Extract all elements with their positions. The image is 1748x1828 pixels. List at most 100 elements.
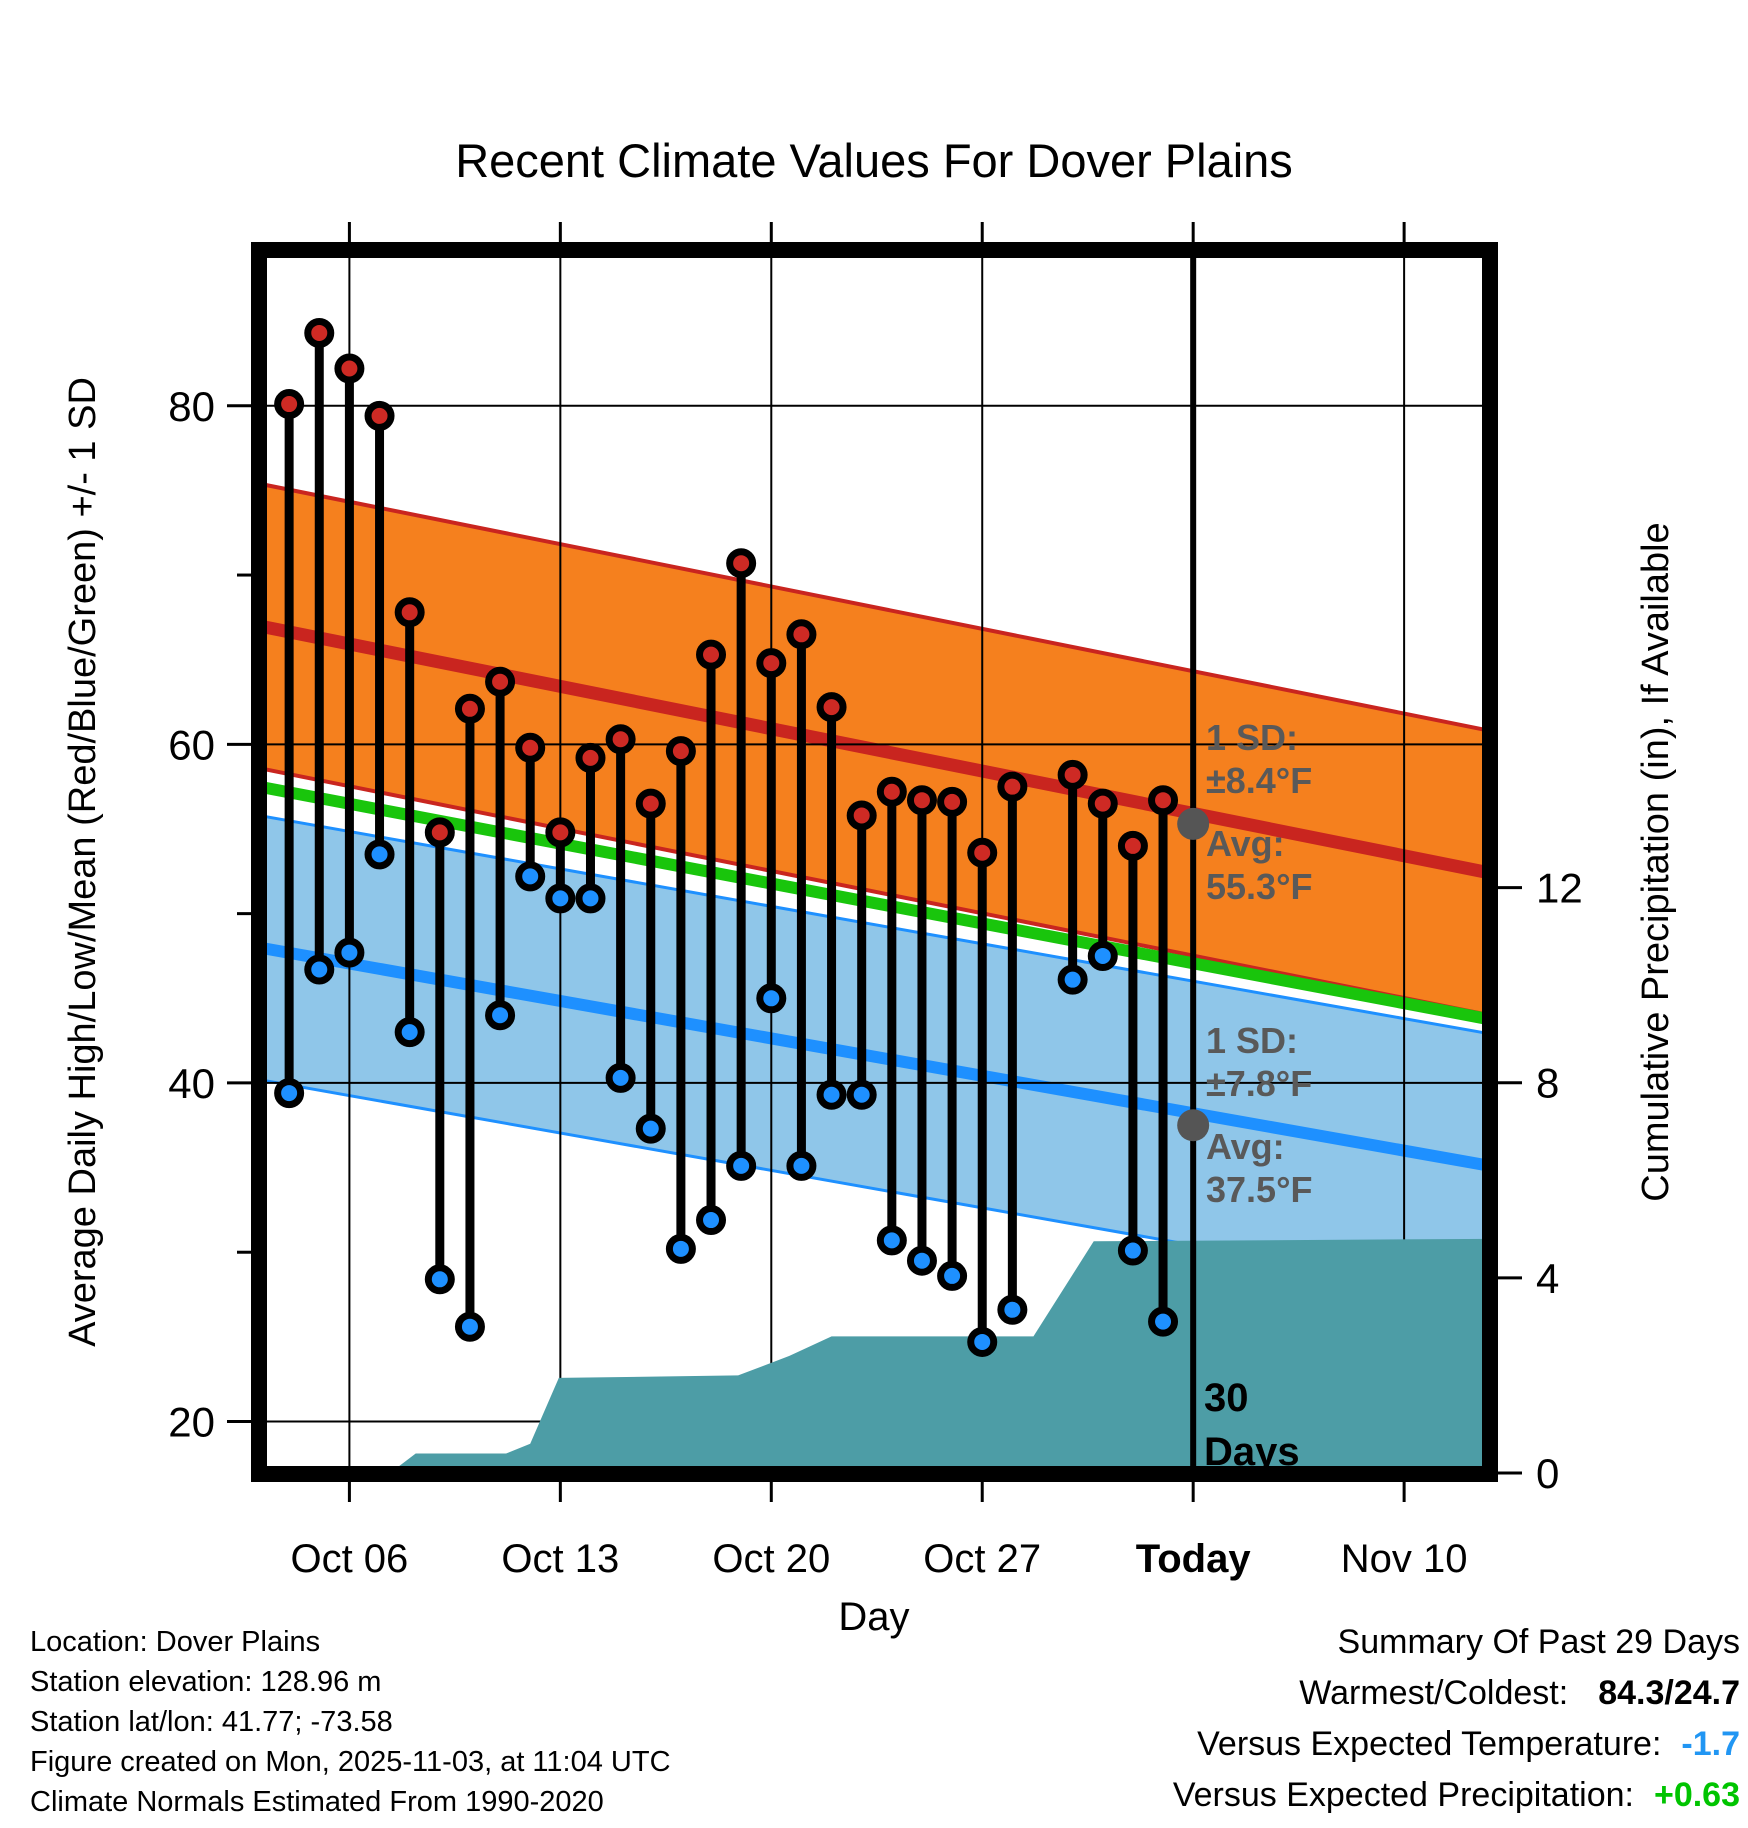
high-dot [846, 800, 877, 831]
daily-stem-oct-22 [816, 692, 847, 1110]
low-dot [696, 1205, 727, 1236]
tick-labels: 20 40 60 80 0 4 8 12 Oct 06 Oct 13 Oct 20 Oct 27 Tod… [168, 383, 1582, 1581]
summary-row-1: Warmest/Coldest: 84.3/24.7 [1173, 1668, 1740, 1719]
low-dot [274, 1078, 305, 1109]
summary-row-value: +0.63 [1653, 1776, 1740, 1814]
low-dot [515, 861, 546, 892]
daily-stem-nov-01 [1117, 830, 1148, 1266]
high-dot [1057, 759, 1088, 790]
high-dot [304, 317, 335, 348]
today-avg-low-dot [1177, 1109, 1210, 1142]
low-dot [424, 1264, 455, 1295]
high-dot [1117, 830, 1148, 861]
low-dot [997, 1294, 1028, 1325]
high-dot [364, 400, 395, 431]
high-band-annotation: 1 SD: ±8.4°F Avg: 55.3°F [1206, 717, 1312, 907]
precip-area [259, 1238, 1490, 1473]
high-band-lower-edge [258, 766, 1491, 1018]
right-tick-label: 12 [1536, 865, 1583, 912]
today-avg-high-dot [1177, 807, 1210, 840]
daily-stem-oct-28 [997, 771, 1028, 1325]
low-avg-label: Avg: [1206, 1126, 1285, 1167]
low-band-upper-edge [258, 813, 1491, 1036]
low-dot [575, 883, 606, 914]
high-average-line [257, 619, 1492, 880]
low-dot [937, 1260, 968, 1291]
low-avg-value: 37.5°F [1206, 1169, 1312, 1210]
summary-row-label: Versus Expected Precipitation: [1172, 1776, 1634, 1814]
high-dot [485, 666, 516, 697]
daily-stem-oct-27 [967, 837, 998, 1357]
left-axis-title: Average Daily High/Low/Mean (Red/Blue/Gr… [62, 377, 104, 1347]
cumulative-precip-area [259, 1238, 1490, 1473]
low-dot [756, 983, 787, 1014]
daily-stem-oct-04 [274, 389, 305, 1109]
high-dot [545, 817, 576, 848]
low-dot [605, 1062, 636, 1093]
high-dot [665, 736, 696, 767]
high-dot [937, 786, 968, 817]
summary-row-label: Versus Expected Temperature: [1197, 1725, 1662, 1763]
plot-frame [251, 242, 1498, 1482]
high-dot [876, 776, 907, 807]
low-dot [846, 1079, 877, 1110]
daily-stem-oct-12 [515, 732, 546, 892]
daily-stem-oct-19 [726, 548, 757, 1181]
left-tick-label: 80 [168, 383, 215, 430]
high-dot [1087, 788, 1118, 819]
daily-stem-oct-09 [424, 817, 455, 1295]
low-dot [304, 954, 335, 985]
daily-stem-oct-08 [394, 597, 425, 1048]
summary-row-value: -1.7 [1681, 1725, 1740, 1763]
low-dot [1057, 964, 1088, 995]
daily-high-low-stems [274, 317, 1179, 1357]
summary-block: Summary Of Past 29 Days Warmest/Coldest:… [1173, 1617, 1740, 1821]
x-tick-label-today: Today [1136, 1537, 1252, 1581]
high-dot [515, 732, 546, 763]
low-dot [816, 1079, 847, 1110]
low-dot [454, 1311, 485, 1342]
high-dot [816, 692, 847, 723]
daily-stem-oct-18 [696, 639, 727, 1236]
daily-stem-oct-31 [1087, 788, 1118, 971]
high-dot [274, 389, 305, 420]
thirty-days-marker: 30 Days [1204, 1376, 1300, 1474]
daily-stem-oct-16 [635, 788, 666, 1144]
high-dot [1148, 785, 1179, 816]
high-dot [454, 693, 485, 724]
low-sd-label: 1 SD: [1206, 1020, 1298, 1061]
left-tick-label: 20 [168, 1399, 215, 1446]
high-dot [997, 771, 1028, 802]
station-info-line-4: Figure created on Mon, 2025-11-03, at 11… [30, 1746, 671, 1778]
low-dot [1087, 940, 1118, 971]
low-dot [665, 1233, 696, 1264]
daily-stem-oct-05 [304, 317, 335, 985]
station-info-line-2: Station elevation: 128.96 m [30, 1666, 382, 1698]
low-dot [786, 1150, 817, 1181]
daily-stem-oct-10 [454, 693, 485, 1342]
high-avg-value: 55.3°F [1206, 866, 1312, 907]
daily-stem-oct-30 [1057, 759, 1088, 995]
station-info-line-5: Climate Normals Estimated From 1990-2020 [30, 1786, 604, 1818]
daily-stem-oct-24 [876, 776, 907, 1256]
daily-stem-oct-25 [906, 785, 937, 1276]
high-sd-label: 1 SD: [1206, 717, 1298, 758]
high-dot [696, 639, 727, 670]
high-dot [967, 837, 998, 868]
low-sd-value: ±7.8°F [1206, 1063, 1312, 1104]
right-tick-label: 8 [1536, 1060, 1559, 1107]
high-dot [786, 619, 817, 650]
daily-stem-oct-07 [364, 400, 395, 870]
daily-stem-oct-17 [665, 736, 696, 1264]
low-dot [906, 1245, 937, 1276]
chart-title: Recent Climate Values For Dover Plains [455, 134, 1293, 187]
high-dot [605, 724, 636, 755]
high-dot [334, 353, 365, 384]
x-tick-label-oct-06: Oct 06 [290, 1537, 408, 1581]
high-avg-label: Avg: [1206, 823, 1285, 864]
daily-stem-oct-21 [786, 619, 817, 1181]
x-tick-label-oct-13: Oct 13 [501, 1537, 619, 1581]
low-dot [364, 839, 395, 870]
summary-title: Summary Of Past 29 Days [1173, 1617, 1740, 1668]
x-tick-label-nov-10: Nov 10 [1341, 1537, 1468, 1581]
